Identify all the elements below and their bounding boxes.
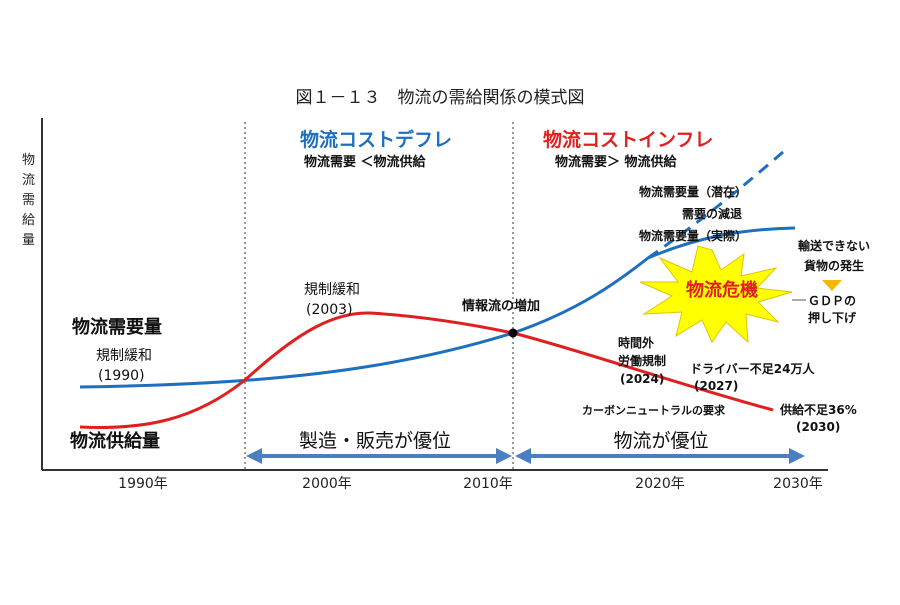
deregulation-1990-label: 規制緩和 xyxy=(96,348,152,364)
supply-shortage-year: (2030) xyxy=(796,420,840,434)
info-flow-label: 情報流の増加 xyxy=(462,298,540,314)
y-axis-char: 需 xyxy=(22,193,35,208)
demand-actual-curve xyxy=(647,226,796,260)
gdp-label-1: ＧＤＰの xyxy=(808,294,856,308)
overtime-label-3: (2024) xyxy=(620,372,664,386)
y-axis-char: 給 xyxy=(22,213,35,228)
supply-shortage-label: 供給不足36% xyxy=(779,402,857,417)
inflation-title: 物流コストインフレ xyxy=(543,128,713,151)
driver-shortage-year: (2027) xyxy=(694,379,738,393)
undeliverable-label-1: 輸送できない xyxy=(798,238,870,253)
deregulation-2003-label: 規制緩和 xyxy=(304,282,360,298)
y-axis-label: 物 流 需 給 量 xyxy=(22,153,35,248)
x-tick-2010: 2010年 xyxy=(463,476,513,492)
inflation-subtitle: 物流需要＞ 物流供給 xyxy=(555,154,678,170)
era-arrow-logistics xyxy=(515,448,805,464)
gdp-down-arrow-icon xyxy=(822,280,842,291)
deflation-title: 物流コストデフレ xyxy=(300,128,452,151)
overtime-label-2: 労働規制 xyxy=(618,353,666,368)
demand-curve xyxy=(79,256,649,389)
y-axis-char: 量 xyxy=(22,233,35,248)
intersection-point xyxy=(508,328,518,338)
y-axis-char: 物 xyxy=(22,153,35,168)
era-manufacturing-label: 製造・販売が優位 xyxy=(299,430,451,452)
era-arrow-manufacturing xyxy=(246,448,512,464)
deregulation-2003-year: (2003) xyxy=(306,302,353,318)
x-tick-1990: 1990年 xyxy=(118,476,168,492)
supply-curve xyxy=(79,311,774,429)
carbon-neutral-label: カーボンニュートラルの要求 xyxy=(582,403,726,417)
supply-label: 物流供給量 xyxy=(70,430,160,452)
undeliverable-label-2: 貨物の発生 xyxy=(804,258,864,273)
gdp-label-2: 押し下げ xyxy=(808,310,857,325)
x-tick-2000: 2000年 xyxy=(302,476,352,492)
demand-potential-curve xyxy=(647,150,784,260)
demand-potential-label: 物流需要量（潜在） xyxy=(639,184,747,199)
overtime-label-1: 時間外 xyxy=(618,335,654,350)
y-axis-char: 流 xyxy=(22,173,35,188)
figure-title: 図１－１３ 物流の需給関係の模式図 xyxy=(296,88,585,108)
crisis-label: 物流危機 xyxy=(686,279,758,301)
crisis-starburst xyxy=(639,245,793,344)
demand-label: 物流需要量 xyxy=(72,316,162,338)
era-logistics-label: 物流が優位 xyxy=(613,430,708,452)
x-tick-2030: 2030年 xyxy=(773,476,823,492)
x-tick-2020: 2020年 xyxy=(635,476,685,492)
deflation-subtitle: 物流需要 ＜物流供給 xyxy=(304,154,427,170)
driver-shortage-label: ドライバー不足24万人 xyxy=(690,361,815,376)
demand-decline-label: 需要の減退 xyxy=(682,206,742,221)
demand-actual-label: 物流需要量（実際） xyxy=(639,228,747,243)
deregulation-1990-year: (1990) xyxy=(98,368,145,384)
